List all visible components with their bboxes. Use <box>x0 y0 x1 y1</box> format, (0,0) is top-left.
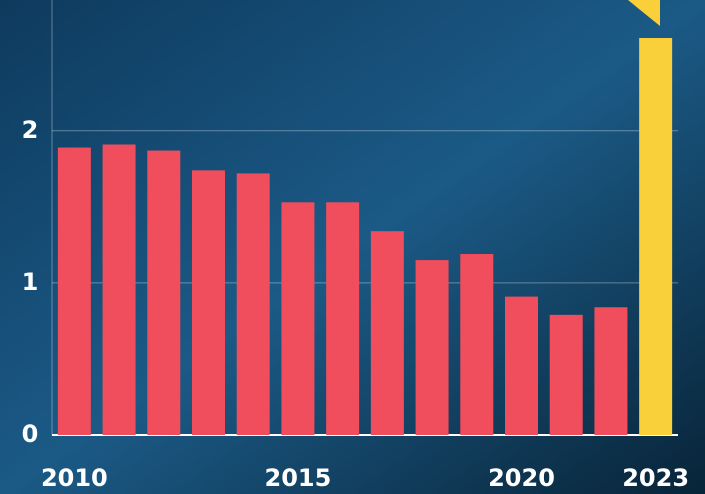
x-tick-label: 2010 <box>41 464 108 492</box>
y-tick-label: 0 <box>22 420 39 448</box>
bar <box>415 260 449 435</box>
bar <box>57 147 91 435</box>
bar <box>236 173 270 435</box>
bar <box>102 144 136 435</box>
bar <box>639 38 673 435</box>
y-tick-label: 2 <box>22 116 39 144</box>
bar <box>594 307 628 435</box>
bar <box>147 150 181 436</box>
arrow-decoration <box>628 0 660 26</box>
y-tick-label: 1 <box>22 268 39 296</box>
bar <box>326 202 360 435</box>
bar <box>549 314 583 435</box>
bar <box>281 202 315 435</box>
bar <box>192 170 225 435</box>
x-tick-label: 2020 <box>488 464 555 492</box>
x-tick-label: 2015 <box>265 464 332 492</box>
bar <box>370 231 404 435</box>
bar <box>460 254 494 435</box>
x-tick-label: 2023 <box>622 464 689 492</box>
bar <box>505 296 538 435</box>
